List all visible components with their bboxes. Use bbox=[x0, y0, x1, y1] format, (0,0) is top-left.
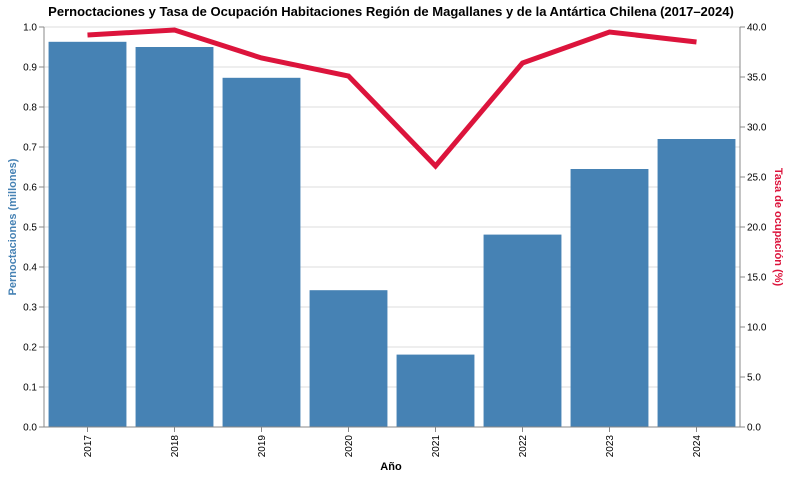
bar bbox=[570, 169, 649, 427]
bar bbox=[135, 47, 214, 427]
x-tick-label: 2022 bbox=[518, 435, 529, 458]
bar bbox=[657, 139, 736, 427]
occupancy-line-layer bbox=[87, 27, 697, 170]
x-tick-label: 2017 bbox=[83, 435, 94, 458]
y-right-tick-label: 35.0 bbox=[747, 73, 767, 84]
y-left-tick-label: 0.2 bbox=[23, 343, 37, 354]
y-axis-left-title: Pernoctaciones (millones) bbox=[7, 158, 19, 295]
y-left-tick-label: 0.6 bbox=[23, 183, 37, 194]
y-left-tick-label: 0.7 bbox=[23, 143, 37, 154]
axes: 0.0 0.1 0.2 0.3 0.4 0.5 0.6 0.7 0.8 0.9 1.0 0.0 5.0 1… bbox=[23, 23, 767, 458]
y-right-tick-label: 0.0 bbox=[747, 423, 761, 434]
bars bbox=[48, 41, 736, 428]
y-left-tick-label: 0.0 bbox=[23, 423, 37, 434]
y-right-tick-label: 10.0 bbox=[747, 323, 767, 334]
y-left-tick-label: 0.5 bbox=[23, 223, 37, 234]
y-right-tick-label: 25.0 bbox=[747, 173, 767, 184]
bar bbox=[222, 77, 301, 428]
y-right-tick-label: 15.0 bbox=[747, 273, 767, 284]
chart-title: Pernoctaciones y Tasa de Ocupación Habit… bbox=[48, 4, 734, 19]
y-left-tick-label: 1.0 bbox=[23, 23, 37, 34]
x-tick-label: 2020 bbox=[344, 435, 355, 458]
bar bbox=[309, 290, 388, 427]
x-tick-label: 2019 bbox=[257, 435, 268, 458]
y-right-tick-label: 20.0 bbox=[747, 223, 767, 234]
x-tick-label: 2024 bbox=[692, 435, 703, 458]
x-tick-label: 2021 bbox=[431, 435, 442, 458]
y-right-tick-label: 5.0 bbox=[747, 373, 761, 384]
bar bbox=[48, 41, 127, 428]
y-left-tick-label: 0.4 bbox=[23, 263, 37, 274]
x-tick-label: 2018 bbox=[170, 435, 181, 458]
x-axis-title: Año bbox=[380, 461, 402, 473]
y-right-tick-label: 30.0 bbox=[747, 123, 767, 134]
y-axis-right-title: Tasa de ocupación (%) bbox=[772, 168, 784, 287]
x-tick-label: 2023 bbox=[605, 435, 616, 458]
occupancy-line bbox=[87, 27, 697, 170]
y-right-tick-label: 40.0 bbox=[747, 23, 767, 34]
bar bbox=[396, 354, 475, 427]
y-left-tick-label: 0.3 bbox=[23, 303, 37, 314]
y-left-tick-label: 0.9 bbox=[23, 63, 37, 74]
y-left-tick-label: 0.8 bbox=[23, 103, 37, 114]
y-left-tick-label: 0.1 bbox=[23, 383, 37, 394]
bar bbox=[483, 234, 562, 427]
